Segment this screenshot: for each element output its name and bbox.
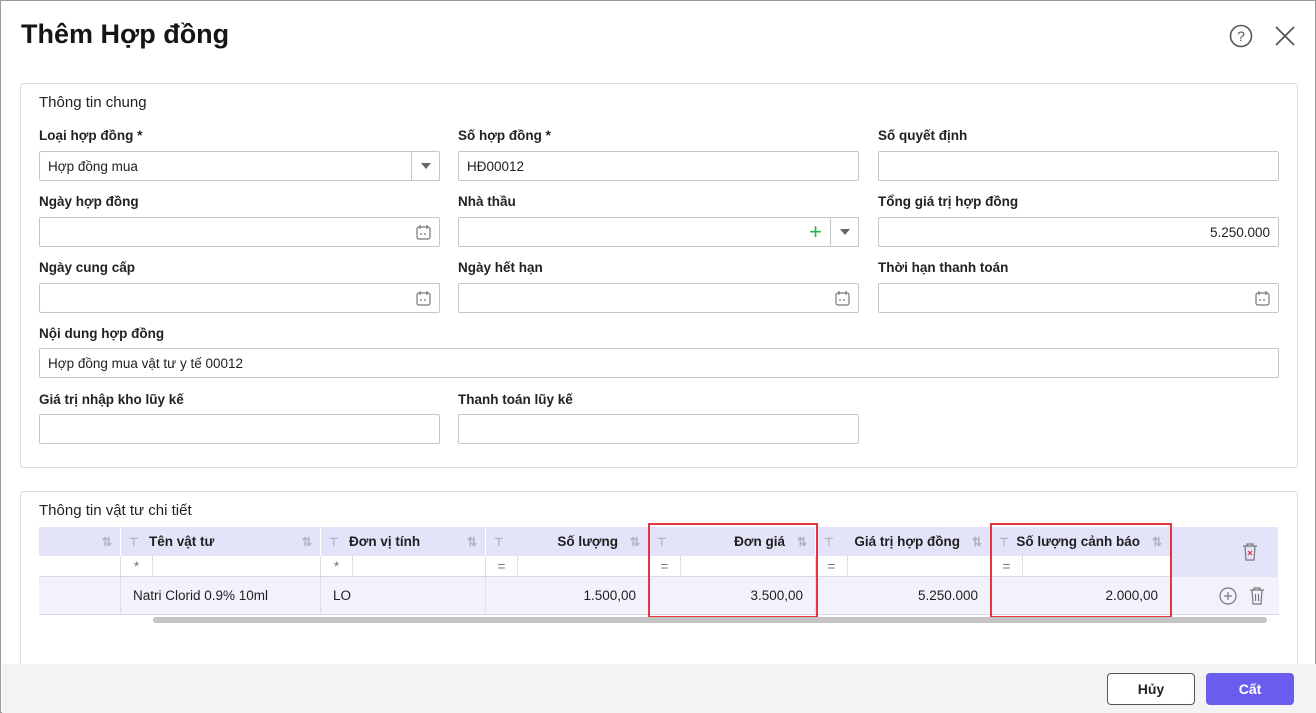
total-value-input[interactable]: 5.250.000: [878, 217, 1279, 247]
svg-text:?: ?: [1237, 28, 1245, 44]
column-header-label: Số lượng: [557, 534, 618, 549]
column-header[interactable]: ⊥ Số lượng ⇅: [486, 527, 649, 556]
question-circle-icon[interactable]: ?: [1228, 23, 1254, 49]
sort-icon[interactable]: ⇅: [629, 534, 640, 549]
decision-no-input[interactable]: [878, 151, 1279, 181]
contract-type-value: Hợp đồng mua: [48, 158, 138, 174]
filter-cell[interactable]: =: [486, 556, 649, 577]
sort-icon[interactable]: ⇅: [971, 534, 982, 549]
general-info-section: Thông tin chung: [20, 83, 1298, 468]
filter-cell[interactable]: *: [321, 556, 486, 577]
column-header[interactable]: ⊥ Đơn vị tính ⇅: [321, 527, 486, 556]
stock-value-label: Giá trị nhập kho lũy kế: [39, 392, 184, 407]
contract-type-select[interactable]: Hợp đồng mua: [39, 151, 440, 181]
close-icon[interactable]: [1272, 23, 1298, 49]
contractor-label: Nhà thầu: [458, 194, 516, 209]
contract-type-label: Loại hợp đồng *: [39, 128, 143, 143]
supply-date-label: Ngày cung cấp: [39, 260, 136, 275]
cancel-button[interactable]: Hủy: [1107, 673, 1195, 705]
paid-input[interactable]: [458, 414, 859, 444]
chevron-down-icon[interactable]: [830, 218, 858, 246]
column-header-label: Đơn vị tính: [349, 534, 421, 549]
total-value-label: Tổng giá trị hợp đồng: [878, 194, 1019, 209]
table-cell: Natri Clorid 0.9% 10ml: [121, 577, 321, 615]
column-header-label: Đơn giá: [734, 534, 785, 549]
actions-header: [1171, 527, 1279, 577]
column-header[interactable]: ⊥ Tên vật tư ⇅: [121, 527, 321, 556]
delete-row-icon[interactable]: [1249, 586, 1265, 605]
contract-date-label: Ngày hợp đồng: [39, 194, 139, 209]
table-cell: LO: [321, 577, 486, 615]
payment-term-label: Thời hạn thanh toán: [878, 260, 1009, 275]
decision-no-label: Số quyết định: [878, 128, 968, 143]
column-header-label: Tên vật tư: [149, 534, 215, 549]
column-header-label: Giá trị hợp đồng: [854, 534, 960, 549]
dialog-title: Thêm Hợp đồng: [21, 19, 230, 49]
table-cell: 1.500,00: [486, 577, 649, 615]
expiry-date-input[interactable]: [458, 283, 859, 313]
dialog-footer: [2, 664, 1316, 713]
contract-no-input[interactable]: HĐ00012: [458, 151, 859, 181]
calendar-icon[interactable]: [1255, 291, 1270, 306]
pin-icon[interactable]: ⊥: [129, 535, 139, 547]
sort-icon[interactable]: ⇅: [466, 534, 477, 549]
filter-cell[interactable]: =: [816, 556, 991, 577]
horizontal-scrollbar[interactable]: [39, 616, 1279, 624]
add-row-icon[interactable]: [1219, 586, 1237, 605]
filter-operator[interactable]: *: [321, 556, 353, 576]
payment-term-input[interactable]: [878, 283, 1279, 313]
contractor-select[interactable]: +: [458, 217, 859, 247]
supply-date-input[interactable]: [39, 283, 440, 313]
calendar-icon[interactable]: [835, 291, 850, 306]
pin-icon[interactable]: ⊥: [329, 535, 339, 547]
table-cell: 5.250.000: [816, 577, 991, 615]
filter-operator[interactable]: *: [121, 556, 153, 576]
content-label: Nội dung hợp đồng: [39, 326, 165, 341]
column-header[interactable]: ⊥ Đơn giá ⇅: [649, 527, 816, 556]
filter-cell[interactable]: [39, 556, 121, 577]
pin-icon[interactable]: ⊥: [824, 535, 834, 547]
sort-icon[interactable]: ⇅: [101, 534, 112, 549]
filter-operator[interactable]: =: [816, 556, 848, 576]
filter-operator[interactable]: =: [649, 556, 681, 576]
pin-icon[interactable]: ⊥: [494, 535, 504, 547]
add-contractor-icon[interactable]: +: [809, 219, 822, 244]
filter-cell[interactable]: =: [991, 556, 1171, 577]
section-title: Thông tin chung: [39, 94, 147, 111]
scrollbar-thumb[interactable]: [153, 617, 1267, 623]
calendar-icon[interactable]: [416, 225, 431, 240]
filter-cell[interactable]: =: [649, 556, 816, 577]
paid-label: Thanh toán lũy kế: [458, 392, 573, 407]
section-title: Thông tin vật tư chi tiết: [39, 502, 192, 519]
column-header[interactable]: ⇅: [39, 527, 121, 556]
sort-icon[interactable]: ⇅: [1151, 534, 1162, 549]
content-input[interactable]: Hợp đồng mua vật tư y tế 00012: [39, 348, 1279, 378]
filter-operator[interactable]: =: [486, 556, 518, 576]
column-header[interactable]: ⊥ Giá trị hợp đồng ⇅: [816, 527, 991, 556]
pin-icon[interactable]: ⊥: [657, 535, 667, 547]
chevron-down-icon[interactable]: [411, 152, 439, 180]
table-cell: 2.000,00: [991, 577, 1171, 615]
expiry-date-label: Ngày hết hạn: [458, 260, 543, 275]
delete-all-icon[interactable]: [1242, 543, 1258, 561]
save-button[interactable]: Cất: [1206, 673, 1294, 705]
filter-cell[interactable]: *: [121, 556, 321, 577]
table-cell: [39, 577, 121, 615]
column-header[interactable]: ⊥ Số lượng cảnh báo ⇅: [991, 527, 1171, 556]
sort-icon[interactable]: ⇅: [796, 534, 807, 549]
column-header-label: Số lượng cảnh báo: [1016, 534, 1140, 549]
calendar-icon[interactable]: [416, 291, 431, 306]
pin-icon[interactable]: ⊥: [999, 535, 1009, 547]
filter-operator[interactable]: =: [991, 556, 1023, 576]
stock-value-input[interactable]: [39, 414, 440, 444]
sort-icon[interactable]: ⇅: [301, 534, 312, 549]
contract-date-input[interactable]: [39, 217, 440, 247]
row-actions: [1171, 577, 1279, 615]
table-cell: 3.500,00: [649, 577, 816, 615]
detail-section: Thông tin vật tư chi tiết: [20, 491, 1298, 691]
contract-no-label: Số hợp đồng *: [458, 128, 551, 143]
